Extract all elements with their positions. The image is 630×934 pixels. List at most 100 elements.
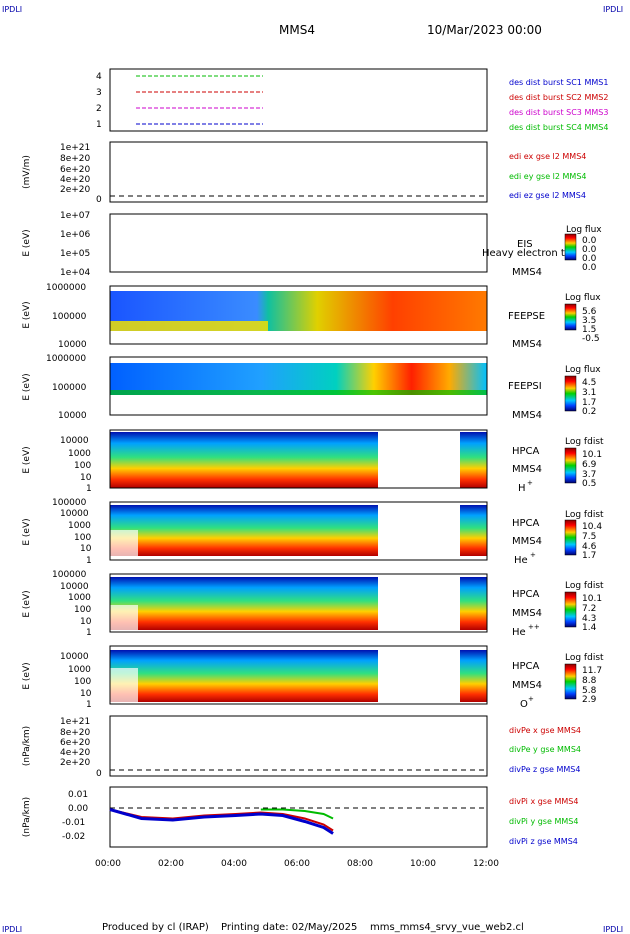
ytick-label: 2e+20 bbox=[60, 185, 91, 195]
colorbar-tick: -0.5 bbox=[582, 334, 600, 344]
panel-frame bbox=[109, 141, 488, 203]
spectrogram-fill bbox=[460, 432, 487, 488]
ytick-label: 10 bbox=[80, 617, 92, 627]
colorbar-tick: 6.9 bbox=[582, 460, 597, 470]
colorbar-tick: 5.8 bbox=[582, 686, 597, 696]
xtick-label: 06:00 bbox=[284, 859, 310, 869]
charge-label: + bbox=[530, 551, 536, 559]
colorbar-tick: 1.7 bbox=[582, 551, 596, 561]
colorbar bbox=[564, 447, 577, 484]
instrument-label: FEEPSI bbox=[508, 381, 542, 392]
species-label: O bbox=[520, 699, 528, 710]
colorbar-tick: 10.1 bbox=[582, 450, 602, 460]
colorbar-tick: 1.7 bbox=[582, 398, 596, 408]
colorbar-tick: 3.7 bbox=[582, 470, 596, 480]
legend-entry-ey: edi ey gse l2 MMS4 bbox=[509, 172, 587, 181]
colorbar-tick: 0.2 bbox=[582, 407, 596, 417]
ytick-label: 10000 bbox=[60, 436, 89, 446]
colorbar-tick: 0.0 bbox=[582, 254, 597, 264]
y-axis-label: E (eV) bbox=[22, 301, 32, 328]
ytick-label: 0.00 bbox=[68, 804, 88, 814]
panel-frame bbox=[109, 285, 488, 345]
colorbar-tick: 4.3 bbox=[582, 614, 596, 624]
ytick-label: 10000 bbox=[60, 582, 89, 592]
y-axis-label: E (eV) bbox=[22, 446, 32, 473]
colorbar-tick: 0.0 bbox=[582, 263, 597, 273]
colorbar-tick: 1.5 bbox=[582, 325, 596, 335]
ytick-label: 6e+20 bbox=[60, 165, 91, 175]
legend-entry-ex: edi ex gse l2 MMS4 bbox=[509, 152, 586, 161]
spectrogram-empty bbox=[110, 605, 138, 630]
panel-hpca-he2: 100000 10000 1000 100 10 1 E (eV) HPCA M… bbox=[22, 570, 604, 638]
spectrogram-low-band bbox=[110, 321, 268, 331]
ytick-label: 1000 bbox=[68, 593, 91, 603]
colorbar bbox=[564, 591, 577, 628]
panel-edi: 1e+21 8e+20 6e+20 4e+20 2e+20 0 (mV/m) e… bbox=[22, 141, 587, 205]
colorbar-tick: 3.1 bbox=[582, 388, 596, 398]
colorbar-tick: 10.1 bbox=[582, 594, 602, 604]
ytick-label: 1 bbox=[86, 628, 92, 638]
y-axis-label: (nPa/km) bbox=[22, 797, 32, 837]
y-axis-label: E (eV) bbox=[22, 662, 32, 689]
panel-divpe: 1e+21 8e+20 6e+20 4e+20 2e+20 0 (nPa/km)… bbox=[22, 715, 581, 779]
ytick-label: 1000000 bbox=[46, 283, 86, 293]
species-label: He bbox=[514, 555, 528, 566]
species-label: He bbox=[512, 627, 526, 638]
panel-frame bbox=[109, 645, 488, 705]
ytick-label: 1 bbox=[86, 556, 92, 566]
spectrogram-low-band bbox=[110, 390, 487, 395]
ytick-label: 100000 bbox=[52, 312, 87, 322]
ytick-label: 1000 bbox=[68, 521, 91, 531]
y-axis-label: E (eV) bbox=[22, 590, 32, 617]
legend-entry-sc4: des dist burst SC4 MMS4 bbox=[509, 123, 608, 132]
colorbar-tick: 0.5 bbox=[582, 479, 596, 489]
ytick-label: 10000 bbox=[58, 411, 87, 421]
ytick-label: 100000 bbox=[52, 570, 87, 580]
y-axis-label: (mV/m) bbox=[22, 155, 32, 189]
ytick-label: 1e+04 bbox=[60, 268, 91, 278]
y-axis-label: E (eV) bbox=[22, 373, 32, 400]
xtick-label: 08:00 bbox=[347, 859, 373, 869]
footer-produced-by: Produced by cl (IRAP) bbox=[102, 922, 209, 933]
y-axis-label: (nPa/km) bbox=[22, 726, 32, 766]
ytick-label: 1e+06 bbox=[60, 230, 91, 240]
ytick-label: 0 bbox=[96, 769, 102, 779]
colorbar bbox=[564, 663, 577, 700]
legend-entry-sc1: des dist burst SC1 MMS1 bbox=[509, 78, 608, 87]
instrument-label: FEEPSE bbox=[508, 311, 545, 322]
corner-label-bottom-right: IPDLI bbox=[603, 925, 623, 934]
corner-label-bottom-left: IPDLI bbox=[2, 925, 22, 934]
header-date: 10/Mar/2023 00:00 bbox=[427, 23, 542, 37]
instrument-label: HPCA bbox=[512, 446, 540, 457]
xtick-label: 02:00 bbox=[158, 859, 184, 869]
ytick-label: 4e+20 bbox=[60, 748, 91, 758]
spacecraft-label: MMS4 bbox=[512, 339, 542, 350]
instrument-label: HPCA bbox=[512, 661, 540, 672]
panel-frame bbox=[109, 68, 488, 132]
charge-label: ++ bbox=[528, 623, 540, 631]
panel-frame bbox=[109, 501, 488, 561]
ytick-label: 1 bbox=[86, 700, 92, 710]
ytick-label: 2e+20 bbox=[60, 758, 91, 768]
species-label: H bbox=[518, 483, 526, 494]
ytick-label: 100 bbox=[74, 677, 91, 687]
spectrogram-gap bbox=[110, 331, 487, 344]
panel-frame bbox=[109, 786, 488, 848]
ytick-label: -0.02 bbox=[62, 832, 85, 842]
ytick-label: 1000 bbox=[68, 665, 91, 675]
legend-entry-divpi-z: divPi z gse MMS4 bbox=[509, 837, 578, 846]
legend-entry-sc3: des dist burst SC3 MMS3 bbox=[509, 108, 608, 117]
ytick-label: -0.01 bbox=[62, 818, 85, 828]
ytick-label: 6e+20 bbox=[60, 738, 91, 748]
ytick-label: 1000 bbox=[68, 449, 91, 459]
ytick-label: 1e+21 bbox=[60, 143, 90, 153]
spacecraft-label: MMS4 bbox=[512, 536, 542, 547]
panel-feepse: 1000000 100000 10000 E (eV) FEEPSE MMS4 … bbox=[22, 283, 601, 350]
colorbar-tick: 1.4 bbox=[582, 623, 597, 633]
spacecraft-label: MMS4 bbox=[512, 464, 542, 475]
xtick-label: 12:00 bbox=[473, 859, 499, 869]
ytick-label: 10 bbox=[80, 689, 92, 699]
colorbar-tick: 0.0 bbox=[582, 236, 597, 246]
spacecraft-label: MMS4 bbox=[512, 608, 542, 619]
panel-frame bbox=[109, 429, 488, 489]
